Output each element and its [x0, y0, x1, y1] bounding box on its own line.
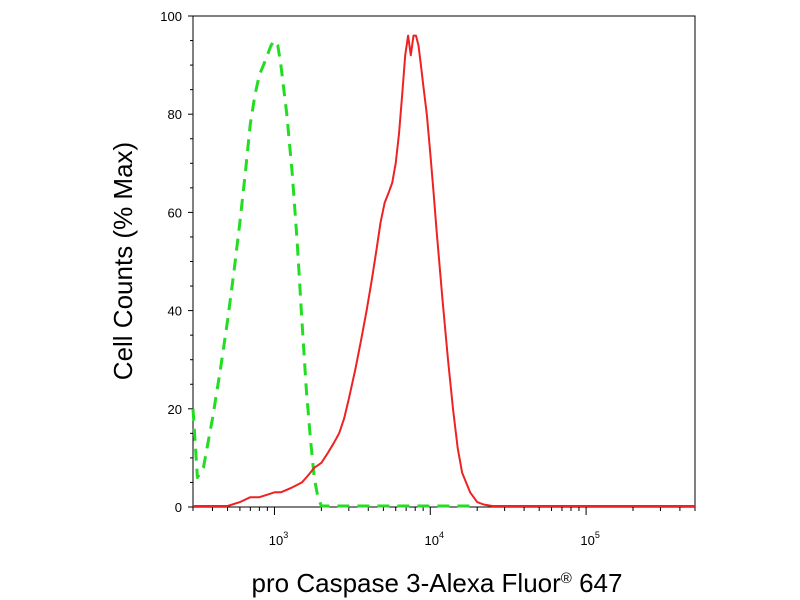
x-axis: 103 104 105: [192, 507, 696, 548]
y-axis: 0 20 40 60 80 100: [160, 9, 193, 515]
x-axis-title-main: pro Caspase 3-Alexa Fluor: [252, 568, 562, 598]
series-line-control: [191, 39, 478, 508]
plot-frame: [192, 15, 696, 508]
x-tick-label: 105: [580, 530, 599, 548]
x-tick-label: 103: [269, 530, 288, 548]
x-axis-title-registered: ®: [561, 570, 572, 587]
y-axis-title: Cell Counts (% Max): [108, 142, 138, 380]
series-layer: [191, 34, 695, 508]
y-tick-label: 20: [168, 402, 182, 417]
y-tick-label: 60: [168, 205, 182, 220]
series-line-sample: [193, 34, 695, 507]
x-axis-title-suffix: 647: [572, 568, 623, 598]
y-tick-label: 40: [168, 304, 182, 319]
y-tick-label: 80: [168, 107, 182, 122]
y-tick-label: 100: [160, 9, 182, 24]
x-axis-title: pro Caspase 3-Alexa Fluor® 647: [252, 568, 623, 598]
y-tick-label: 0: [175, 500, 182, 515]
x-tick-label: 104: [425, 530, 444, 548]
